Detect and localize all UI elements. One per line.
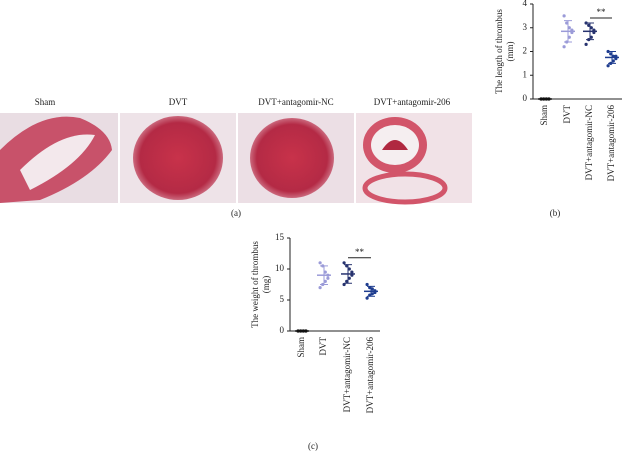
significance-label: ** [597, 7, 607, 17]
y-tick-label: 2 [523, 46, 528, 56]
caption: Sham [35, 97, 56, 107]
data-point [365, 296, 369, 300]
data-point [606, 64, 610, 68]
panel-label: (a) [231, 208, 241, 218]
x-tick-label: DVT+antagomir-NC [584, 105, 594, 180]
y-axis-label: (mm) [505, 42, 515, 62]
y-tick-label: 1 [523, 69, 528, 79]
data-point [562, 45, 566, 49]
y-axis-label: The weight of thrombus [250, 241, 260, 328]
y-tick-label: 3 [523, 22, 528, 32]
x-tick-label: DVT+antagomir-206 [365, 337, 375, 414]
significance-label: ** [355, 247, 365, 257]
data-point [365, 282, 369, 287]
caption: DVT [169, 97, 188, 107]
panel-label: (c) [308, 441, 318, 451]
x-tick-label: DVT+antagomir-NC [342, 337, 352, 412]
vessel-wall [362, 171, 448, 205]
y-axis-label: The length of thrombus [494, 9, 504, 94]
caption: DVT+antagomir-NC [258, 97, 333, 107]
y-tick-label: 15 [275, 232, 285, 242]
data-point [562, 14, 566, 18]
panel-label: (b) [550, 208, 561, 218]
y-tick-label: 0 [280, 325, 285, 335]
data-point [342, 261, 346, 265]
data-point [350, 270, 354, 274]
y-tick-label: 5 [280, 294, 285, 304]
y-tick-label: 10 [275, 263, 285, 273]
thrombus [382, 140, 408, 150]
thrombus [133, 116, 223, 200]
y-axis-label: (mg) [261, 276, 271, 294]
data-point [584, 42, 588, 46]
thrombus [250, 118, 334, 198]
lumen [20, 134, 95, 190]
y-tick-label: 4 [523, 0, 528, 8]
y-tick-label: 0 [523, 93, 528, 103]
x-tick-label: DVT+antagomir-206 [606, 105, 616, 182]
x-tick-label: Sham [296, 337, 306, 358]
data-point [318, 261, 322, 265]
data-point [326, 276, 330, 280]
caption: DVT+antagomir-206 [374, 97, 451, 107]
x-tick-label: DVT [562, 105, 572, 124]
data-point [318, 286, 322, 290]
histology-images [0, 113, 472, 205]
x-tick-label: DVT [318, 337, 328, 356]
x-tick-label: Sham [539, 105, 549, 126]
